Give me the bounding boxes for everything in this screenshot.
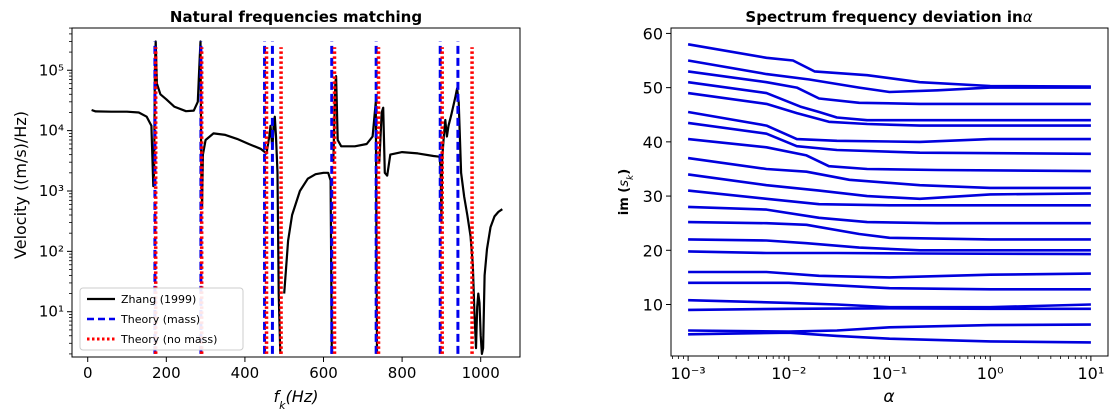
eigen-curve bbox=[688, 331, 1091, 344]
right-x-tick-label: 10⁰ bbox=[977, 364, 1004, 383]
right-x-tick-label: 10⁻³ bbox=[671, 364, 706, 383]
eigen-curve bbox=[687, 173, 1091, 201]
eigen-curve bbox=[688, 307, 1091, 312]
right-y-tick-label: 50 bbox=[643, 79, 663, 98]
legend-label-no-mass: Theory (no mass) bbox=[120, 333, 217, 346]
left-y-tick-label: 10¹ bbox=[39, 303, 64, 321]
right-y-axis-label: im (sk) bbox=[617, 169, 636, 215]
left-y-tick-label: 10³ bbox=[39, 182, 64, 200]
eigen-curve bbox=[688, 220, 1091, 241]
right-title-text: Spectrum frequency deviation in bbox=[745, 8, 1022, 26]
left-chart-title: Natural frequencies matching bbox=[170, 8, 422, 26]
left-plot-frame bbox=[71, 27, 521, 358]
left-x-label-main: f bbox=[274, 387, 282, 406]
right-x-tick-label: 10⁻² bbox=[771, 364, 806, 383]
left-x-axis-label: fk(Hz) bbox=[274, 387, 319, 410]
right-title-alpha: α bbox=[1023, 8, 1033, 26]
chart-right: Spectrum frequency deviation inα im (sk)… bbox=[617, 8, 1109, 407]
eigen-curve bbox=[688, 298, 1091, 309]
left-y-tick-label: 10⁵ bbox=[39, 61, 64, 79]
eigen-curve bbox=[687, 189, 1091, 207]
right-y-tick-label: 60 bbox=[643, 24, 663, 43]
legend-box bbox=[79, 287, 244, 351]
left-x-tick-label: 600 bbox=[309, 364, 338, 382]
eigen-curve bbox=[687, 70, 1091, 106]
left-x-label-sub: k bbox=[279, 399, 286, 410]
right-chart-title: Spectrum frequency deviation inα bbox=[745, 8, 1032, 26]
right-y-label-k: k bbox=[626, 174, 636, 180]
eigen-curve bbox=[687, 59, 1091, 94]
legend-label-zhang: Zhang (1999) bbox=[121, 293, 196, 306]
left-x-label-rest: (Hz) bbox=[286, 387, 319, 406]
left-x-tick-label: 0 bbox=[83, 364, 93, 382]
right-x-tick-label: 10¹ bbox=[1077, 364, 1104, 383]
eigen-curve bbox=[687, 121, 1091, 156]
left-x-tick-label: 400 bbox=[231, 364, 260, 382]
left-y-axis-label: Velocity ((m/s)/Hz) bbox=[11, 111, 30, 259]
right-y-label-rest: ) bbox=[617, 169, 632, 175]
eigen-curve bbox=[687, 156, 1091, 190]
series-zhang-line bbox=[332, 75, 379, 354]
eigen-curve bbox=[687, 91, 1091, 127]
left-x-tick-label: 800 bbox=[388, 364, 417, 382]
right-x-axis-label: α bbox=[883, 387, 894, 407]
left-x-ticks: 0 200 400 600 800 1000 bbox=[83, 357, 500, 382]
left-x-tick-label: 1000 bbox=[462, 364, 500, 382]
right-curves bbox=[687, 43, 1091, 344]
series-zhang-line bbox=[283, 171, 333, 354]
eigen-curve bbox=[687, 43, 1091, 88]
eigen-curve bbox=[688, 323, 1091, 333]
legend-label-mass: Theory (mass) bbox=[120, 313, 200, 326]
right-y-tick-label: 10 bbox=[643, 295, 663, 314]
left-x-tick-label: 200 bbox=[152, 364, 181, 382]
eigen-curve bbox=[688, 238, 1091, 252]
right-y-label-main: im ( bbox=[617, 187, 632, 215]
right-y-tick-label: 20 bbox=[643, 241, 663, 260]
eigen-curve bbox=[688, 205, 1091, 225]
left-y-tick-label: 10⁴ bbox=[39, 122, 64, 140]
right-x-ticks: 10⁻³ 10⁻² 10⁻¹ 10⁰ 10¹ bbox=[671, 356, 1104, 383]
right-y-label-s: s bbox=[617, 180, 632, 187]
eigen-curve bbox=[687, 80, 1091, 122]
chart-left: Natural frequencies matching Velocity ((… bbox=[11, 8, 521, 410]
left-y-ticks: 10¹ 10² 10³ 10⁴ 10⁵ bbox=[39, 27, 72, 355]
left-y-tick-label: 10² bbox=[39, 242, 64, 260]
eigen-curve bbox=[688, 250, 1091, 256]
eigen-curve bbox=[687, 137, 1091, 173]
eigen-curve bbox=[688, 281, 1091, 291]
right-y-tick-label: 30 bbox=[643, 187, 663, 206]
right-y-tick-label: 40 bbox=[643, 133, 663, 152]
eigen-curve bbox=[687, 110, 1091, 144]
right-x-tick-label: 10⁻¹ bbox=[872, 364, 907, 383]
left-legend: Zhang (1999) Theory (mass) Theory (no ma… bbox=[79, 287, 244, 351]
eigen-curve bbox=[688, 270, 1091, 279]
right-y-ticks: 10 20 30 40 50 60 bbox=[643, 24, 671, 314]
